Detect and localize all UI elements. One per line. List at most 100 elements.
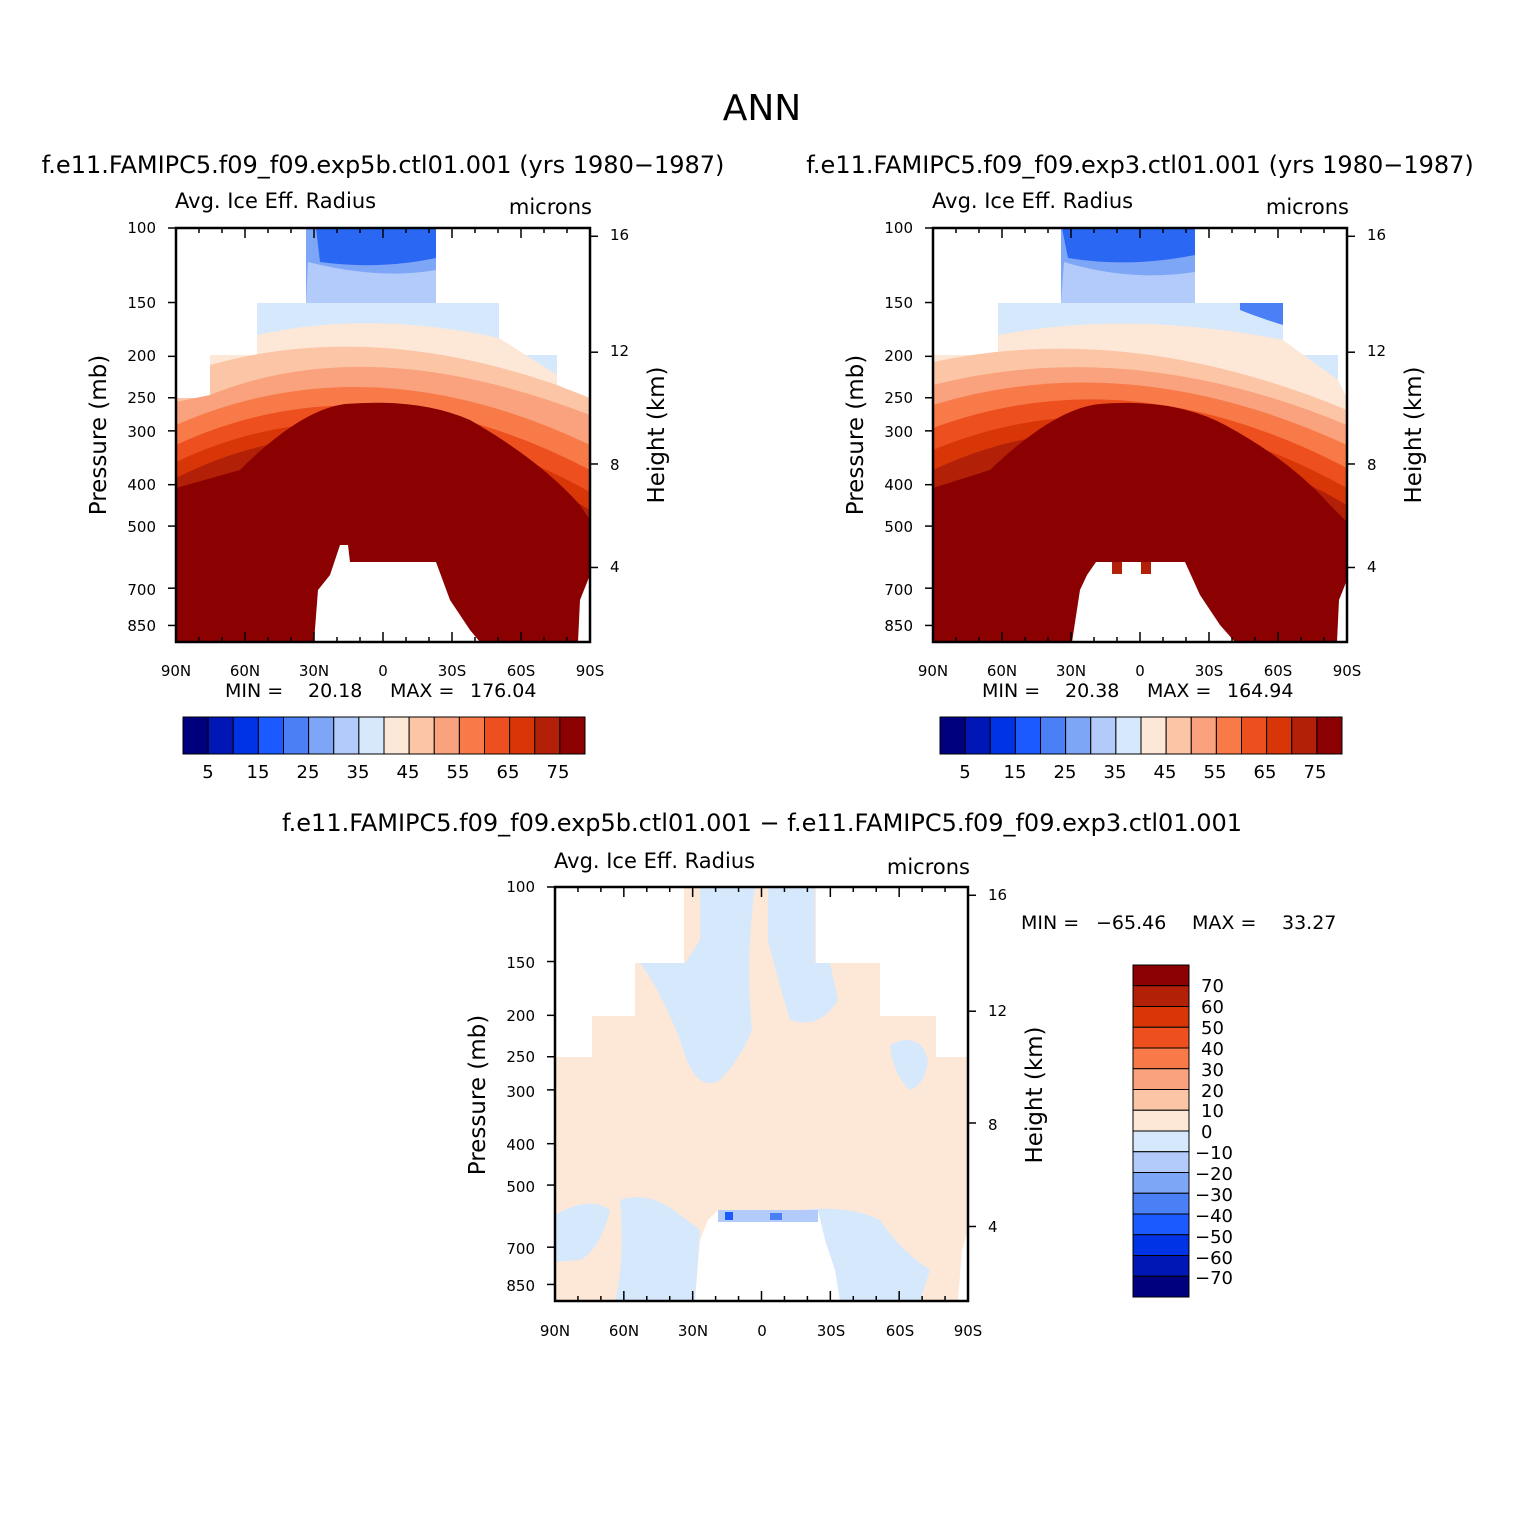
p1-cb-label: 15 [247,762,270,783]
colorbar-swatch [1215,716,1242,755]
p3-band-neg-lower-mid [615,1197,700,1301]
axis-tick-marks [168,227,1355,1301]
colorbar-swatch [1090,716,1117,755]
p2-band-30-patch [1240,303,1283,325]
p1-xtick-label: 30S [438,662,467,680]
colorbar-swatch [509,716,536,755]
p3-blank-200-right [936,1016,968,1057]
p3-xtick-label: 60N [609,1322,639,1340]
colorbar-swatch [1132,1006,1190,1028]
p1-xtick-label: 90N [161,662,191,680]
p2-missing-region [1072,562,1235,642]
colorbar-swatch [1132,1109,1190,1132]
p3-blank-edge [958,1230,968,1301]
panel-1: f.e11.FAMIPC5.f09_f09.exp5b.ctl01.001 (y… [42,151,725,783]
p2-xtick-label: 60S [1264,662,1293,680]
colorbar-swatch [433,716,460,755]
p1-missing-region [314,545,480,642]
p3-y2tick-label: 4 [988,1218,998,1236]
p1-y2tick-label: 12 [610,342,629,360]
p2-band-min [1062,228,1195,263]
p2-y2tick-label: 12 [1367,342,1386,360]
p1-ytick-label: 200 [127,347,156,365]
panel-3-colorbar [1132,964,1190,1298]
p3-band-neg-lower-left [555,1203,610,1262]
p2-y2label: Height (km) [1401,366,1427,503]
p1-ytick-label: 700 [127,581,156,599]
p2-missing-edge [1337,580,1347,642]
p2-max-label: MAX = [1147,680,1211,702]
p2-ytick-label: 850 [884,617,913,635]
colorbar-swatch [559,716,586,755]
p1-max-value: 176.04 [470,680,536,702]
p3-missing-region [695,1210,840,1301]
p3-ytick-label: 300 [506,1083,535,1101]
panel-3: f.e11.FAMIPC5.f09_f09.exp5b.ctl01.001 − … [282,809,1336,1340]
p3-ytick-label: 700 [506,1240,535,1258]
colorbar-swatch [283,716,310,755]
colorbar-swatch [1014,716,1041,755]
p3-ytick-label: 200 [506,1007,535,1025]
colorbar-swatch [383,716,410,755]
p3-cb-label: 50 [1201,1018,1224,1039]
p2-max-value: 164.94 [1227,680,1293,702]
p3-y2label: Height (km) [1022,1026,1048,1163]
p2-ylabel: Pressure (mb) [843,355,869,515]
colorbar-swatch [458,716,485,755]
p1-cb-label: 5 [202,762,213,783]
p2-cb-label: 55 [1204,762,1227,783]
colorbar-swatch [1132,1089,1190,1111]
p2-ytick-label: 250 [884,389,913,407]
p1-y2tick-label: 16 [610,226,629,244]
colorbar-swatch [408,716,435,755]
p1-ytick-label: 400 [127,476,156,494]
p2-min-value: 20.38 [1065,680,1119,702]
p2-cb-label: 75 [1304,762,1327,783]
p3-ytick-label: 150 [506,954,535,972]
p1-max-label: MAX = [390,680,454,702]
p3-cb-label: −20 [1195,1164,1233,1185]
p2-cb-label: 45 [1154,762,1177,783]
colorbar-swatch [1316,716,1343,755]
p3-blank-150-right [880,963,968,1016]
p2-cb-label: 5 [959,762,970,783]
panel-1-contour-field [176,228,590,642]
p2-y2tick-label: 8 [1367,456,1377,474]
panel-1-variable-title: Avg. Ice Eff. Radius [175,189,376,213]
p2-ytick-label: 200 [884,347,913,365]
p3-ylabel: Pressure (mb) [465,1015,491,1175]
p2-cb-label: 15 [1004,762,1027,783]
colorbar-swatch [308,716,335,755]
p2-ytick-label: 700 [884,581,913,599]
p1-xtick-label: 90S [576,662,605,680]
p3-ytick-label: 250 [506,1048,535,1066]
panel-2-units: microns [1266,195,1349,219]
p1-xtick-label: 60N [230,662,260,680]
panel-3-contour-field [555,887,968,1301]
p1-min-value: 20.18 [308,680,362,702]
p1-ytick-label: 500 [127,518,156,536]
p1-y2tick-label: 4 [610,558,620,576]
p2-ytick-label: 500 [884,518,913,536]
colorbar-swatch [1165,716,1192,755]
p3-xtick-label: 0 [757,1322,767,1340]
p1-cb-label: 75 [547,762,570,783]
p1-cb-label: 45 [397,762,420,783]
panel-1-colorbar [182,716,586,755]
panel-2-y2ticks: 16 12 8 4 [1367,226,1386,576]
p2-dark-patch [1141,562,1151,574]
panel-1-yticks: 100 150 200 250 300 400 500 700 850 [127,219,156,635]
colorbar-swatch [1140,716,1167,755]
panel-3-variable-title: Avg. Ice Eff. Radius [554,849,755,873]
p2-band-max [933,402,1347,642]
p1-missing-edge [578,575,590,642]
p2-ytick-label: 300 [884,423,913,441]
p3-cb-label: −40 [1195,1206,1233,1227]
p1-band-35 [306,262,436,303]
p3-ytick-label: 400 [506,1136,535,1154]
p3-cb-label: −70 [1195,1268,1233,1289]
p3-cb-label: 30 [1201,1060,1224,1081]
p3-xtick-label: 30N [678,1322,708,1340]
p3-cb-label: 70 [1201,976,1224,997]
colorbar-swatch [358,716,385,755]
